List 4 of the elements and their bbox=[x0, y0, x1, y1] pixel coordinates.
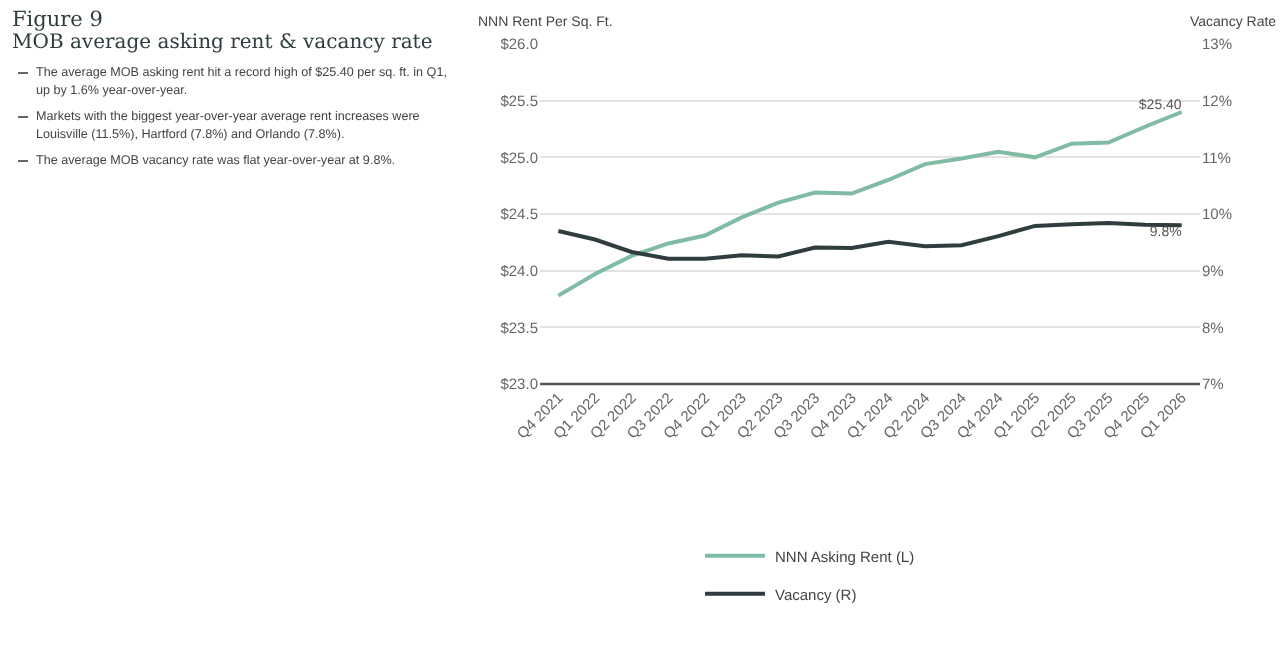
text: MOB average asking rent & vacancy rate bbox=[12, 32, 435, 54]
text: Figure 9 bbox=[12, 8, 105, 32]
line-series bbox=[556, 221, 1184, 261]
line-series bbox=[556, 110, 1184, 298]
